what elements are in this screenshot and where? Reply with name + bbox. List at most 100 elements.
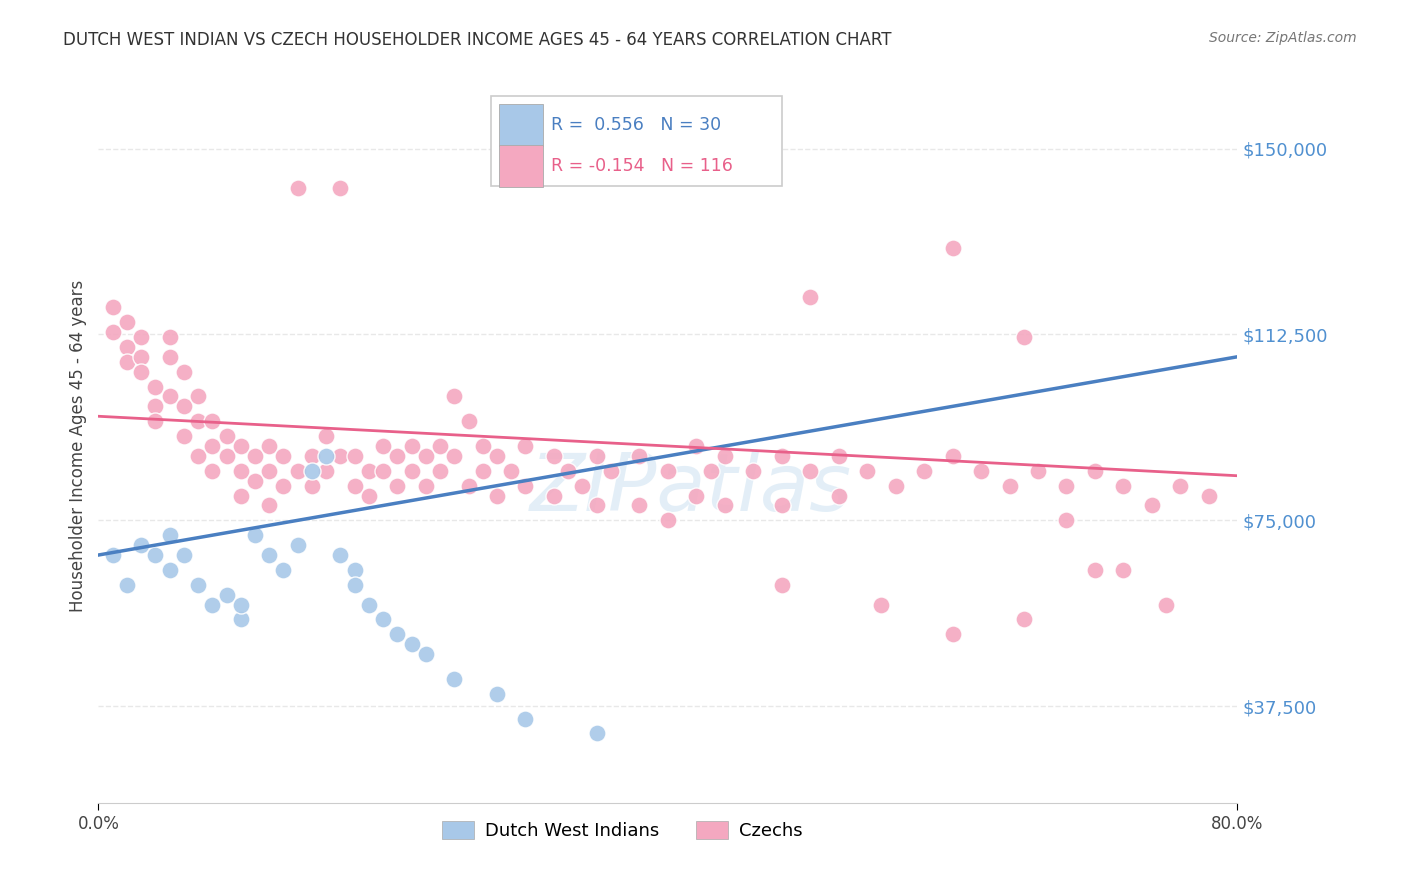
- Point: [415, 449, 437, 463]
- Point: [387, 627, 409, 641]
- Point: [585, 726, 607, 740]
- Point: [115, 315, 138, 329]
- Point: [259, 464, 281, 478]
- Point: [828, 489, 851, 503]
- Point: [770, 449, 793, 463]
- Point: [101, 300, 124, 314]
- Point: [273, 563, 295, 577]
- Point: [401, 464, 423, 478]
- Point: [742, 464, 765, 478]
- Point: [145, 379, 167, 393]
- Point: [600, 464, 623, 478]
- Point: [714, 449, 737, 463]
- Point: [1084, 464, 1107, 478]
- Point: [173, 429, 195, 443]
- Point: [173, 548, 195, 562]
- Point: [243, 528, 266, 542]
- Point: [628, 449, 651, 463]
- Point: [699, 464, 721, 478]
- Point: [187, 578, 209, 592]
- Point: [1012, 330, 1035, 344]
- Point: [215, 429, 238, 443]
- Point: [912, 464, 935, 478]
- Point: [1112, 478, 1135, 492]
- Point: [942, 449, 965, 463]
- Point: [543, 449, 565, 463]
- Point: [828, 449, 851, 463]
- Point: [115, 340, 138, 354]
- Point: [942, 241, 965, 255]
- Point: [201, 414, 224, 428]
- Point: [1026, 464, 1049, 478]
- Point: [1112, 563, 1135, 577]
- Point: [273, 478, 295, 492]
- Point: [187, 389, 209, 403]
- Point: [173, 365, 195, 379]
- Point: [159, 528, 181, 542]
- Point: [571, 478, 593, 492]
- Point: [357, 489, 380, 503]
- Point: [187, 449, 209, 463]
- Point: [273, 449, 295, 463]
- Point: [501, 464, 523, 478]
- Point: [415, 647, 437, 661]
- Point: [329, 449, 352, 463]
- Point: [343, 578, 366, 592]
- Point: [870, 598, 893, 612]
- Point: [770, 578, 793, 592]
- Point: [101, 325, 124, 339]
- Point: [628, 499, 651, 513]
- Point: [486, 687, 509, 701]
- Point: [942, 627, 965, 641]
- Point: [315, 464, 337, 478]
- Point: [387, 449, 409, 463]
- Text: R =  0.556   N = 30: R = 0.556 N = 30: [551, 116, 721, 134]
- Point: [657, 513, 679, 527]
- Point: [201, 598, 224, 612]
- Point: [229, 439, 252, 453]
- Point: [145, 400, 167, 414]
- Point: [301, 478, 323, 492]
- Point: [799, 290, 821, 304]
- Point: [1170, 478, 1192, 492]
- Point: [970, 464, 993, 478]
- Point: [585, 499, 607, 513]
- Point: [301, 449, 323, 463]
- Point: [287, 181, 309, 195]
- Point: [357, 598, 380, 612]
- Point: [229, 612, 252, 626]
- Legend: Dutch West Indians, Czechs: Dutch West Indians, Czechs: [434, 814, 810, 847]
- Point: [799, 464, 821, 478]
- Point: [115, 355, 138, 369]
- Point: [243, 449, 266, 463]
- Point: [471, 439, 494, 453]
- Point: [1154, 598, 1177, 612]
- Point: [301, 464, 323, 478]
- Point: [371, 439, 394, 453]
- Point: [1084, 563, 1107, 577]
- Point: [129, 538, 152, 552]
- Point: [486, 489, 509, 503]
- Point: [129, 365, 152, 379]
- Text: Source: ZipAtlas.com: Source: ZipAtlas.com: [1209, 31, 1357, 45]
- Point: [429, 464, 451, 478]
- Point: [457, 414, 479, 428]
- Point: [201, 464, 224, 478]
- Point: [159, 330, 181, 344]
- Point: [1056, 478, 1078, 492]
- Point: [187, 414, 209, 428]
- Point: [215, 449, 238, 463]
- Point: [259, 548, 281, 562]
- Point: [259, 499, 281, 513]
- Point: [173, 400, 195, 414]
- Point: [714, 499, 737, 513]
- Point: [145, 548, 167, 562]
- Point: [685, 439, 707, 453]
- Point: [543, 489, 565, 503]
- Point: [415, 478, 437, 492]
- Point: [856, 464, 879, 478]
- Point: [159, 563, 181, 577]
- Point: [145, 414, 167, 428]
- Point: [159, 389, 181, 403]
- Point: [287, 538, 309, 552]
